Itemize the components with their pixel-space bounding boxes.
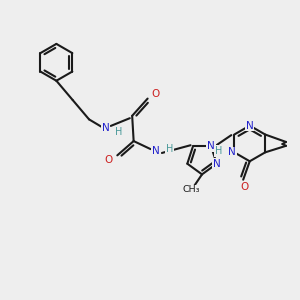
- Text: N: N: [213, 159, 220, 169]
- Text: CH₃: CH₃: [183, 185, 200, 194]
- Text: H: H: [115, 127, 122, 137]
- Text: N: N: [246, 121, 253, 130]
- Text: O: O: [241, 182, 249, 192]
- Text: N: N: [152, 146, 160, 157]
- Text: O: O: [104, 155, 112, 165]
- Text: N: N: [207, 141, 215, 152]
- Text: O: O: [152, 89, 160, 99]
- Text: H: H: [215, 146, 223, 156]
- Text: H: H: [166, 143, 173, 154]
- Text: N: N: [101, 123, 109, 133]
- Text: N: N: [228, 147, 236, 158]
